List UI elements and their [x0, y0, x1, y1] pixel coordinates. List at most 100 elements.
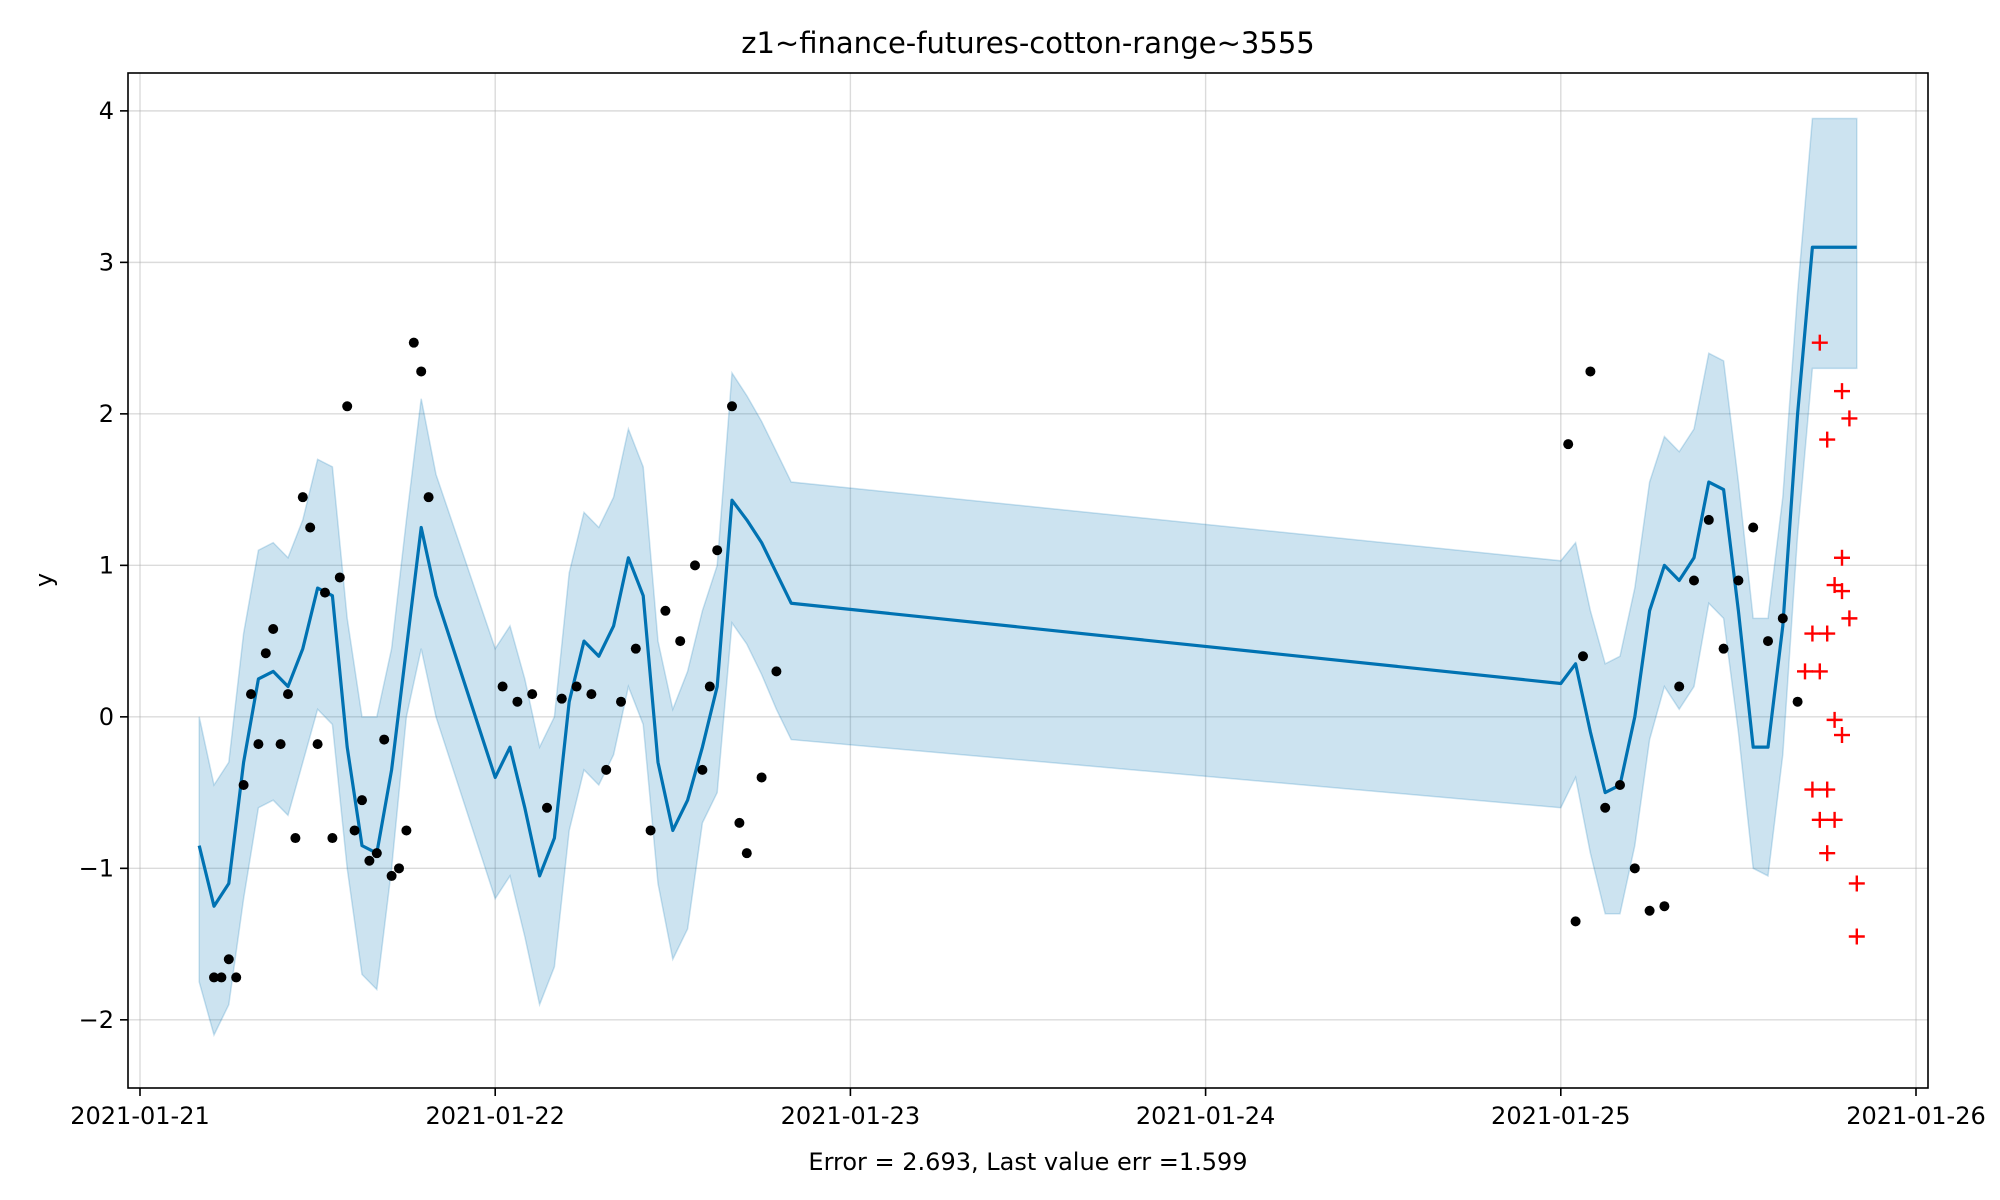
actual-point: [1819, 781, 1836, 798]
history-point: [512, 696, 523, 707]
history-point: [342, 401, 353, 412]
chart-title: z1~finance-futures-cotton-range~3555: [741, 26, 1315, 60]
history-point: [556, 693, 567, 704]
history-point: [408, 337, 419, 348]
history-point: [1578, 651, 1588, 662]
history-point: [741, 848, 752, 859]
history-points: [209, 337, 1803, 983]
y-tick-label: 0: [99, 703, 114, 731]
history-point: [497, 681, 508, 692]
actual-point: [1834, 583, 1850, 600]
forecast-series-line: [197, 245, 1857, 908]
y-tick-label: −2: [79, 1006, 114, 1034]
history-point: [371, 848, 382, 859]
actual-point: [1848, 875, 1865, 892]
grid-lines: [128, 73, 1928, 1088]
history-point: [216, 972, 227, 983]
history-point: [571, 681, 582, 692]
forecast-line: [197, 245, 1857, 908]
actual-point: [1841, 410, 1858, 427]
history-point: [283, 689, 293, 700]
actual-points: [1797, 334, 1865, 945]
actual-point: [1826, 811, 1843, 828]
history-point: [275, 739, 286, 750]
history-point: [690, 560, 700, 571]
history-point: [1563, 439, 1574, 450]
history-point: [1689, 575, 1699, 586]
history-point: [712, 545, 723, 556]
actual-point: [1797, 663, 1813, 680]
history-point: [1659, 901, 1670, 912]
actual-point: [1834, 549, 1850, 566]
history-point: [675, 636, 686, 647]
y-tick-label: 3: [99, 248, 114, 276]
history-point: [771, 666, 782, 677]
history-point: [401, 825, 412, 836]
history-point: [1674, 681, 1685, 692]
history-point: [630, 643, 641, 654]
y-tick-label: 2: [99, 400, 114, 428]
history-point: [601, 764, 612, 775]
history-point: [1777, 613, 1788, 624]
actual-point: [1819, 625, 1836, 642]
history-point: [1763, 636, 1773, 647]
actual-point: [1811, 663, 1828, 680]
history-point: [260, 648, 271, 659]
history-point: [238, 780, 249, 791]
history-point: [1748, 522, 1759, 533]
history-point: [223, 954, 234, 965]
history-point: [1629, 863, 1640, 874]
history-point: [1615, 780, 1625, 791]
history-point: [268, 623, 279, 634]
x-axis-ticks: 2021-01-21 2021-01-22 2021-01-23 2021-01-24…: [70, 1088, 1986, 1130]
actual-point: [1819, 845, 1836, 862]
history-point: [616, 696, 626, 707]
history-point: [1585, 366, 1596, 377]
plot-frame: [127, 72, 1929, 1089]
history-point: [379, 734, 390, 745]
history-point: [527, 689, 538, 700]
history-point: [1733, 575, 1744, 586]
history-point: [290, 833, 301, 844]
y-tick-label: 4: [99, 97, 114, 125]
history-point: [416, 366, 427, 377]
history-point: [1703, 514, 1714, 525]
history-point: [734, 817, 745, 828]
history-point: [704, 681, 715, 692]
y-axis-label: y: [30, 573, 58, 587]
history-point: [297, 492, 308, 503]
history-point: [320, 587, 330, 598]
actual-point: [1826, 711, 1843, 728]
history-point: [209, 972, 219, 983]
history-point: [386, 870, 397, 881]
history-point: [231, 972, 242, 983]
history-point: [697, 764, 708, 775]
history-point: [756, 772, 767, 783]
history-point: [394, 863, 404, 874]
history-point: [542, 802, 552, 813]
history-point: [1570, 916, 1581, 927]
history-point: [246, 689, 256, 700]
history-point: [727, 401, 737, 412]
x-tick-label: 2021-01-24: [1136, 1102, 1275, 1130]
actual-point: [1819, 431, 1836, 448]
history-point: [645, 825, 656, 836]
y-tick-label: 1: [99, 551, 114, 579]
actual-point: [1841, 610, 1858, 627]
history-point: [364, 855, 375, 866]
history-point: [1792, 696, 1803, 707]
actual-point: [1804, 781, 1821, 798]
history-point: [327, 833, 338, 844]
actual-point: [1804, 625, 1821, 642]
x-tick-label: 2021-01-21: [70, 1102, 209, 1130]
history-point: [660, 605, 671, 616]
y-tick-label: −1: [79, 854, 114, 882]
actual-point: [1811, 811, 1828, 828]
x-tick-label: 2021-01-23: [781, 1102, 920, 1130]
history-point: [586, 689, 597, 700]
uncertainty-band: [198, 117, 1858, 1038]
actual-point: [1811, 334, 1828, 351]
history-point: [312, 739, 323, 750]
actual-point: [1834, 727, 1850, 744]
